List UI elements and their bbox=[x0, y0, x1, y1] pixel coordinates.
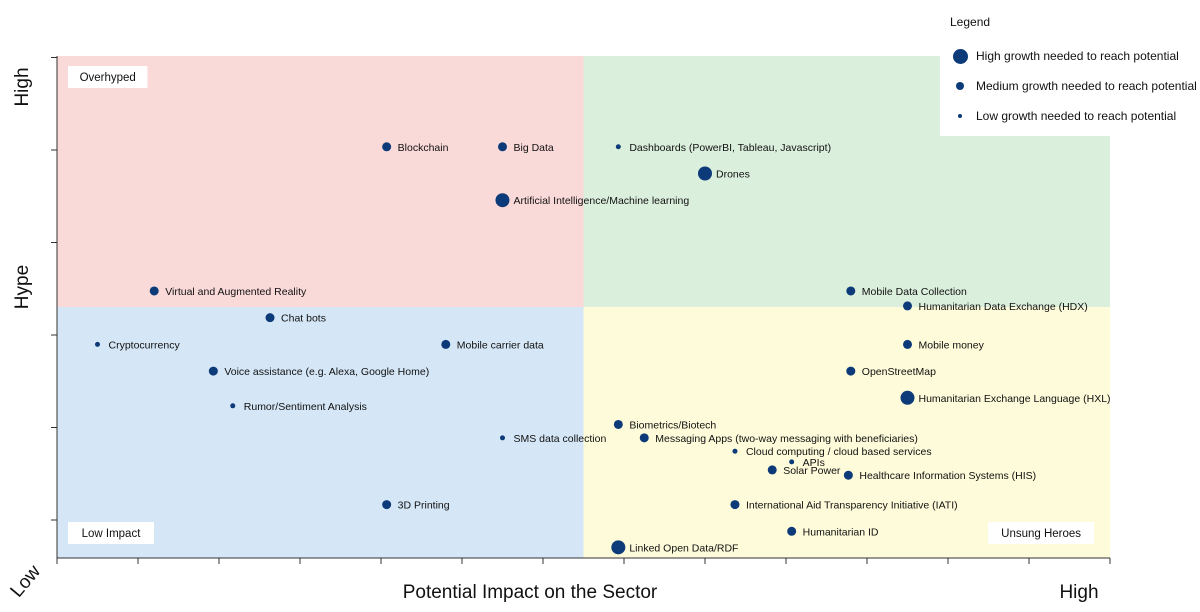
legend-dot-low-icon bbox=[958, 114, 962, 118]
x-axis-low-label: Low bbox=[7, 561, 46, 601]
legend-item-medium: Medium growth needed to reach potential bbox=[948, 76, 1197, 96]
point-sms-data-collection bbox=[500, 435, 505, 441]
point-label-healthcare-information-systems-his: Healthcare Information Systems (HIS) bbox=[859, 470, 1036, 482]
x-axis-high-label: High bbox=[1059, 582, 1098, 603]
quadrant-low-impact bbox=[57, 307, 584, 558]
point-humanitarian-data-exchange-hdx bbox=[903, 301, 912, 311]
point-label-dashboards-powerbi-tableau-javascript: Dashboards (PowerBI, Tableau, Javascript… bbox=[629, 142, 831, 154]
legend-item-high: High growth needed to reach potential bbox=[948, 46, 1179, 66]
legend-item-low: Low growth needed to reach potential bbox=[948, 106, 1176, 126]
quadrant-label-text: Unsung Heroes bbox=[1001, 528, 1081, 540]
point-voice-assistance-e-g-alexa-google-home bbox=[208, 366, 218, 376]
quadrant-overhyped bbox=[57, 56, 584, 307]
point-label-solar-power: Solar Power bbox=[783, 465, 841, 477]
legend bbox=[940, 42, 1180, 136]
quadrant-label-text: Overhyped bbox=[80, 72, 136, 84]
quadrant-label-box bbox=[68, 66, 148, 88]
point-linked-open-data-rdf bbox=[611, 540, 626, 555]
point-label-apis: APIs bbox=[803, 457, 825, 469]
point-label-cloud-computing-cloud-based-services: Cloud computing / cloud based services bbox=[746, 446, 932, 458]
point-label-mobile-data-collection: Mobile Data Collection bbox=[862, 286, 967, 298]
point-label-humanitarian-data-exchange-hdx: Humanitarian Data Exchange (HDX) bbox=[919, 301, 1088, 313]
point-label-mobile-money: Mobile money bbox=[919, 339, 985, 351]
point-label-3d-printing: 3D Printing bbox=[398, 500, 450, 512]
point-3d-printing bbox=[382, 500, 392, 510]
quadrant-label-overhyped: Overhyped bbox=[68, 66, 148, 88]
quadrant-label-box bbox=[988, 522, 1094, 544]
point-rumor-sentiment-analysis bbox=[230, 403, 236, 409]
point-label-linked-open-data-rdf: Linked Open Data/RDF bbox=[629, 542, 738, 554]
legend-dot-high-icon bbox=[952, 48, 968, 64]
point-mobile-money bbox=[903, 339, 912, 349]
legend-dot-medium-icon bbox=[956, 82, 964, 90]
point-humanitarian-id bbox=[787, 526, 797, 536]
point-label-blockchain: Blockchain bbox=[398, 142, 449, 154]
point-cloud-computing-cloud-based-services bbox=[732, 448, 738, 454]
y-axis-label: Hype bbox=[12, 265, 33, 309]
point-blockchain bbox=[382, 142, 392, 152]
quadrant-label-low-impact: Low Impact bbox=[68, 522, 154, 544]
point-label-biometrics-biotech: Biometrics/Biotech bbox=[629, 419, 716, 431]
point-humanitarian-exchange-language-hxl bbox=[900, 390, 915, 405]
point-label-virtual-and-augmented-reality: Virtual and Augmented Reality bbox=[165, 286, 307, 298]
point-mobile-data-collection bbox=[846, 286, 856, 296]
quadrant-unsung-heroes bbox=[583, 307, 1110, 558]
x-axis-label: Potential Impact on the Sector bbox=[403, 582, 658, 603]
point-label-international-aid-transparency-initiative-iati: International Aid Transparency Initiativ… bbox=[746, 500, 958, 512]
point-label-rumor-sentiment-analysis: Rumor/Sentiment Analysis bbox=[244, 401, 367, 413]
point-mobile-carrier-data bbox=[441, 339, 451, 349]
point-international-aid-transparency-initiative-iati bbox=[730, 500, 740, 510]
point-apis bbox=[789, 459, 795, 465]
point-solar-power bbox=[767, 465, 777, 475]
quadrant-label-unsung-heroes: Unsung Heroes bbox=[988, 522, 1094, 544]
point-label-cryptocurrency: Cryptocurrency bbox=[109, 339, 181, 351]
point-openstreetmap bbox=[846, 366, 856, 376]
point-label-mobile-carrier-data: Mobile carrier data bbox=[457, 339, 544, 351]
point-label-messaging-apps-two-way-messaging-with-beneficiaries: Messaging Apps (two-way messaging with b… bbox=[655, 433, 918, 445]
point-messaging-apps-two-way-messaging-with-beneficiaries bbox=[639, 433, 649, 443]
point-big-data bbox=[498, 142, 507, 152]
point-artificial-intelligence-machine-learning bbox=[495, 193, 510, 208]
point-label-openstreetmap: OpenStreetMap bbox=[862, 366, 936, 378]
quadrant-label-text: Low Impact bbox=[82, 528, 142, 540]
point-virtual-and-augmented-reality bbox=[149, 286, 159, 296]
point-healthcare-information-systems-his bbox=[843, 470, 853, 480]
quadrant-label-box bbox=[68, 522, 154, 544]
point-label-chat-bots: Chat bots bbox=[281, 313, 326, 325]
legend-title: Legend bbox=[950, 15, 991, 29]
point-drones bbox=[698, 166, 712, 181]
point-chat-bots bbox=[265, 313, 275, 323]
legend-label-medium: Medium growth needed to reach potential bbox=[976, 79, 1197, 93]
point-label-big-data: Big Data bbox=[514, 142, 554, 154]
point-label-artificial-intelligence-machine-learning: Artificial Intelligence/Machine learning bbox=[514, 195, 690, 207]
point-label-humanitarian-exchange-language-hxl: Humanitarian Exchange Language (HXL) bbox=[919, 393, 1111, 405]
point-cryptocurrency bbox=[95, 341, 100, 347]
legend-label-high: High growth needed to reach potential bbox=[976, 49, 1179, 63]
y-axis-high-label: High bbox=[12, 67, 33, 106]
legend-label-low: Low growth needed to reach potential bbox=[976, 109, 1177, 123]
point-label-humanitarian-id: Humanitarian ID bbox=[803, 526, 879, 538]
point-label-drones: Drones bbox=[716, 168, 750, 180]
point-label-sms-data-collection: SMS data collection bbox=[514, 433, 607, 445]
point-biometrics-biotech bbox=[613, 419, 623, 429]
point-label-voice-assistance-e-g-alexa-google-home: Voice assistance (e.g. Alexa, Google Hom… bbox=[224, 366, 429, 378]
point-dashboards-powerbi-tableau-javascript bbox=[615, 144, 621, 150]
